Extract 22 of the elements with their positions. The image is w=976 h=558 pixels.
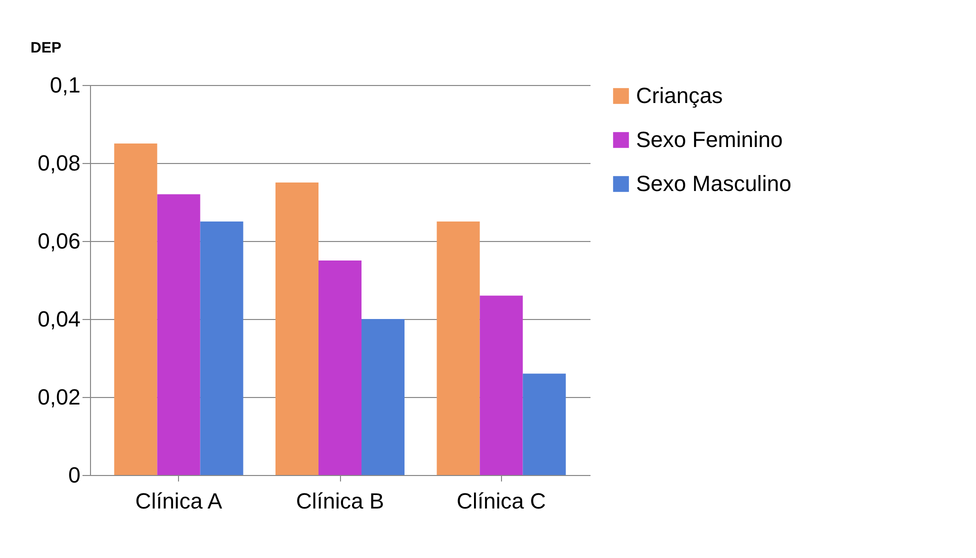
y-tick-label: 0,06 bbox=[38, 228, 80, 254]
x-tick-label: Clínica C bbox=[456, 488, 546, 514]
bar bbox=[318, 260, 362, 475]
y-tick-label: 0,08 bbox=[38, 150, 80, 176]
bar bbox=[114, 144, 158, 475]
bar bbox=[275, 182, 318, 475]
x-tick-label: Clínica B bbox=[296, 488, 384, 514]
bar bbox=[522, 374, 566, 475]
legend-label: Sexo Feminino bbox=[636, 127, 783, 152]
bar bbox=[480, 296, 523, 475]
bar bbox=[362, 319, 405, 475]
bar bbox=[200, 222, 244, 475]
bar bbox=[157, 194, 200, 475]
legend-label: Sexo Masculino bbox=[636, 171, 792, 196]
y-tick-label: 0,04 bbox=[38, 306, 80, 332]
legend-label: Crianças bbox=[636, 83, 723, 108]
y-tick-label: 0,02 bbox=[38, 384, 80, 410]
x-tick-label: Clínica A bbox=[135, 488, 222, 514]
bar bbox=[436, 222, 480, 475]
y-axis-title: DEP bbox=[30, 40, 62, 56]
y-tick-label: 0 bbox=[68, 462, 80, 488]
y-tick-label: 0,1 bbox=[50, 72, 80, 98]
